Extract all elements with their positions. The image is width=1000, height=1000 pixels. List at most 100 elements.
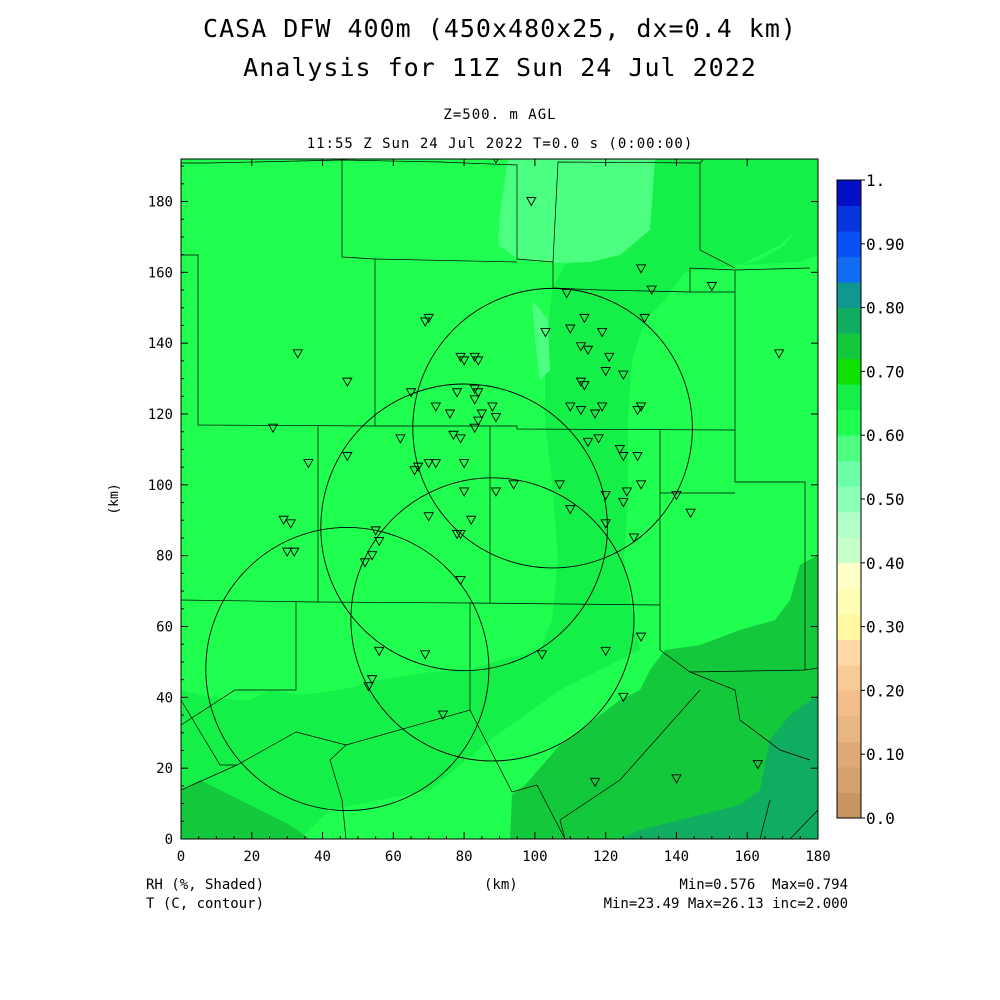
observation-stations bbox=[267, 159, 785, 788]
station-marker bbox=[469, 423, 480, 434]
station-marker bbox=[490, 487, 502, 497]
station-marker bbox=[469, 395, 480, 405]
colorbar-label: 0.10 bbox=[866, 745, 905, 764]
level-label: Z=500. m AGL bbox=[443, 107, 557, 123]
colorbar-swatch bbox=[837, 256, 861, 283]
station-marker bbox=[487, 402, 498, 412]
station-marker bbox=[582, 345, 594, 356]
station-marker bbox=[561, 289, 573, 299]
x-tick-label: 180 bbox=[805, 849, 830, 865]
station-marker bbox=[618, 452, 629, 462]
station-marker bbox=[600, 491, 611, 501]
station-marker bbox=[476, 409, 488, 419]
station-marker bbox=[603, 352, 615, 363]
y-tick-label: 80 bbox=[156, 549, 173, 565]
station-marker bbox=[359, 558, 371, 568]
station-marker bbox=[405, 388, 417, 398]
station-marker bbox=[342, 452, 353, 462]
colorbar-swatch bbox=[837, 537, 861, 564]
station-marker bbox=[472, 356, 484, 366]
colorbar-swatch bbox=[837, 205, 861, 232]
colorbar-swatch bbox=[837, 409, 861, 436]
shaded-field-label: RH (%, Shaded) bbox=[146, 877, 265, 893]
station-marker bbox=[430, 459, 442, 469]
contour-stats: Min=23.49 Max=26.13 inc=2.000 bbox=[603, 896, 848, 912]
y-tick-label: 180 bbox=[148, 195, 173, 211]
station-marker bbox=[444, 409, 456, 419]
y-tick-label: 40 bbox=[156, 690, 173, 706]
colorbar-swatch bbox=[837, 486, 861, 513]
station-marker bbox=[618, 498, 629, 508]
station-marker bbox=[600, 367, 611, 377]
station-marker bbox=[458, 459, 470, 469]
range-ring bbox=[350, 477, 635, 762]
station-marker bbox=[706, 282, 718, 292]
station-marker bbox=[419, 650, 431, 660]
station-marker bbox=[455, 434, 466, 444]
colorbar-label: 0.60 bbox=[866, 426, 905, 445]
station-marker bbox=[490, 413, 502, 423]
station-marker bbox=[281, 547, 293, 558]
colorbar-swatch bbox=[837, 588, 861, 615]
x-tick-label: 20 bbox=[243, 849, 260, 865]
station-marker bbox=[635, 632, 647, 643]
y-tick-label: 160 bbox=[148, 265, 173, 281]
range-ring bbox=[320, 383, 608, 672]
station-marker bbox=[614, 444, 626, 455]
rh-fill-region bbox=[510, 555, 818, 839]
x-tick-label: 100 bbox=[522, 849, 547, 865]
station-marker bbox=[412, 462, 424, 473]
station-marker bbox=[455, 352, 466, 363]
rh-fill-region bbox=[181, 159, 655, 263]
colorbar-swatch bbox=[837, 613, 861, 640]
colorbar-label: 0.0 bbox=[866, 809, 895, 828]
x-axis: 0 20 40 60 80 100 120 140 160 180 bbox=[177, 159, 831, 865]
station-marker bbox=[635, 480, 647, 490]
x-axis-label: (km) bbox=[484, 877, 518, 893]
colorbar-swatch bbox=[837, 562, 861, 589]
rh-fill-region bbox=[740, 210, 818, 265]
county-boundaries bbox=[181, 159, 818, 839]
colorbar-swatch bbox=[837, 741, 861, 768]
chart-subtitle: Analysis for 11Z Sun 24 Jul 2022 bbox=[243, 53, 757, 82]
station-marker bbox=[671, 491, 682, 501]
station-marker bbox=[373, 537, 385, 547]
station-marker bbox=[582, 437, 594, 448]
station-marker bbox=[554, 480, 565, 490]
time-label: 11:55 Z Sun 24 Jul 2022 T=0.0 s (0:00:00… bbox=[306, 136, 694, 152]
range-ring bbox=[412, 287, 693, 569]
radar-range-rings bbox=[205, 287, 693, 812]
station-marker bbox=[472, 416, 484, 427]
colorbar-swatch bbox=[837, 231, 861, 258]
station-marker bbox=[565, 324, 576, 334]
colorbar-label: 0.30 bbox=[866, 618, 905, 637]
station-marker bbox=[366, 551, 378, 561]
y-tick-label: 20 bbox=[156, 761, 173, 777]
colorbar-swatch bbox=[837, 384, 861, 411]
colorbar-swatch bbox=[837, 307, 861, 334]
station-marker bbox=[455, 576, 466, 586]
y-tick-label: 100 bbox=[148, 478, 173, 494]
x-tick-label: 80 bbox=[456, 849, 473, 865]
colorbar-swatch bbox=[837, 333, 861, 360]
colorbar-label: 0.20 bbox=[866, 681, 905, 700]
station-marker bbox=[278, 515, 289, 526]
station-marker bbox=[773, 349, 785, 359]
chart-title: CASA DFW 400m (450x480x25, dx=0.4 km) bbox=[203, 14, 797, 43]
rh-fill-region bbox=[181, 780, 310, 839]
colorbar-swatch bbox=[837, 664, 861, 691]
station-marker bbox=[589, 777, 601, 788]
range-ring bbox=[205, 526, 490, 812]
shaded-stats: Min=0.576 Max=0.794 bbox=[679, 877, 848, 893]
colorbar-swatch bbox=[837, 766, 861, 793]
station-marker bbox=[600, 646, 611, 657]
station-marker bbox=[370, 526, 381, 536]
station-marker bbox=[292, 349, 304, 359]
station-marker bbox=[565, 505, 576, 515]
colorbar-label: 0.70 bbox=[866, 362, 905, 381]
colorbar-swatch bbox=[837, 511, 861, 538]
station-marker bbox=[455, 529, 466, 540]
station-marker bbox=[451, 388, 463, 398]
station-marker bbox=[465, 515, 477, 526]
